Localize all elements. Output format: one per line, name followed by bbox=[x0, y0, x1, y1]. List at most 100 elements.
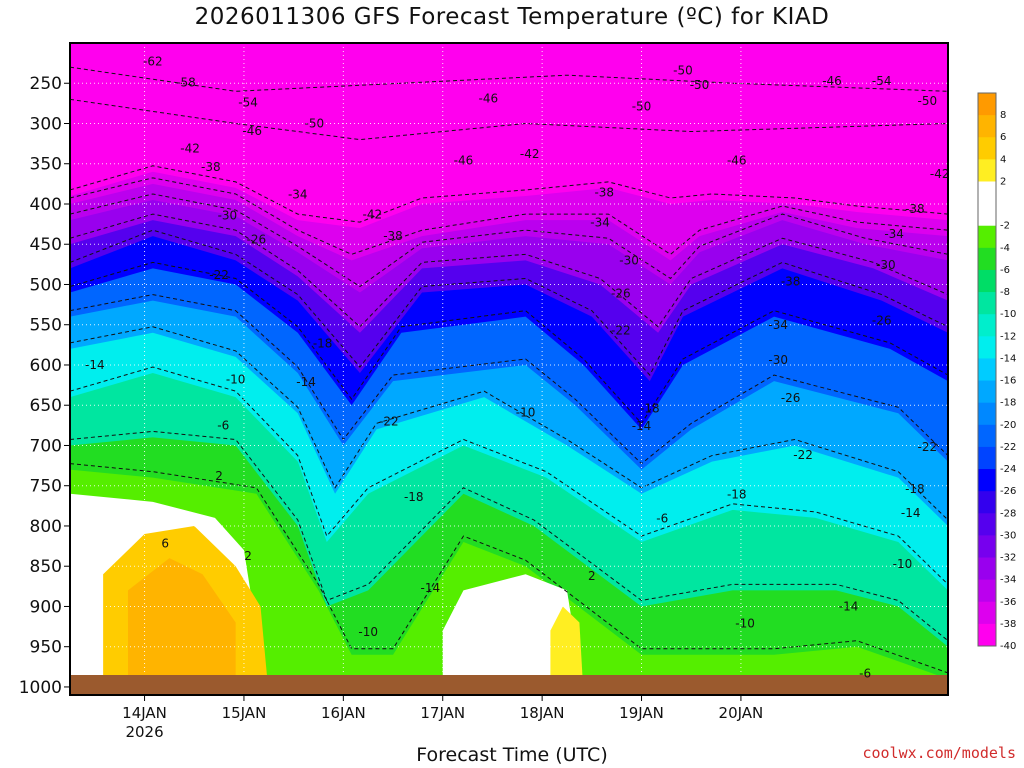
contour-label: 6 bbox=[161, 537, 169, 551]
isotherm-line-5 bbox=[70, 261, 948, 425]
contour-label: -18 bbox=[404, 490, 424, 504]
contour-label: -14 bbox=[296, 375, 316, 389]
colorbar-label: -10 bbox=[1000, 309, 1016, 320]
colorbar-label: -18 bbox=[1000, 398, 1016, 409]
colorbar-label: -12 bbox=[1000, 331, 1016, 342]
colorbar-swatch bbox=[978, 336, 996, 359]
colorbar-swatch bbox=[978, 446, 996, 470]
contour-label: -38 bbox=[201, 160, 221, 174]
y-tick-label: 700 bbox=[30, 436, 62, 456]
colorbar-swatch bbox=[978, 115, 996, 138]
plot-frame bbox=[69, 42, 949, 696]
contour-label: -50 bbox=[632, 100, 652, 114]
isotherm-line-1 bbox=[70, 177, 948, 255]
colorbar-label: 6 bbox=[1000, 132, 1006, 143]
contour-label: -22 bbox=[917, 440, 937, 454]
colorbar-label: -22 bbox=[1000, 442, 1016, 453]
dotted-gridlines bbox=[70, 43, 948, 695]
contour-label: -14 bbox=[632, 419, 652, 433]
y-axis: 250 300 350 400 450 500 550 600 650 700 750 800 850 9… bbox=[19, 74, 70, 698]
contour-label: -22 bbox=[793, 448, 813, 462]
colorbar-swatch bbox=[978, 380, 996, 404]
colorbar-swatch bbox=[978, 93, 996, 116]
upper-isotherm-0 bbox=[70, 98, 948, 141]
y-tick-label: 250 bbox=[30, 74, 62, 94]
contour-label: -50 bbox=[917, 94, 937, 108]
contour-label: -30 bbox=[876, 258, 896, 272]
y-tick-label: 600 bbox=[30, 356, 62, 376]
contour-label: -46 bbox=[727, 154, 747, 168]
contour-label: -6 bbox=[859, 666, 871, 680]
y-tick-label: 900 bbox=[30, 597, 62, 617]
contour-label: -22 bbox=[209, 268, 229, 282]
contour-label: -42 bbox=[520, 147, 540, 161]
y-tick-label: 750 bbox=[30, 477, 62, 497]
contour-label: -30 bbox=[768, 353, 788, 367]
x-tick-label: 19JAN bbox=[619, 704, 664, 722]
colorbar-swatch bbox=[978, 513, 996, 536]
colorbar-swatch bbox=[978, 579, 996, 603]
contour-label: -10 bbox=[735, 616, 755, 630]
contour-label: -10 bbox=[893, 557, 913, 571]
y-tick-label: 1000 bbox=[19, 678, 62, 698]
ground-terrain bbox=[70, 675, 948, 695]
colorbar-swatch bbox=[978, 469, 996, 492]
contour-label: -34 bbox=[768, 318, 788, 332]
above-zero-layer-middle bbox=[442, 574, 584, 695]
colorbar-swatch bbox=[978, 137, 996, 160]
contour-label: -6 bbox=[656, 512, 668, 526]
colorbar-label: 2 bbox=[1000, 176, 1006, 187]
temperature-bands bbox=[70, 171, 948, 695]
colorbar-label: -38 bbox=[1000, 619, 1016, 630]
contour-label: -46 bbox=[822, 74, 842, 88]
colorbar-swatch bbox=[978, 292, 996, 315]
colorbar-swatch bbox=[978, 491, 996, 514]
contour-label: -6 bbox=[217, 418, 229, 432]
colorbar-swatch bbox=[978, 314, 996, 337]
y-tick-label: 300 bbox=[30, 114, 62, 134]
contour-label: -54 bbox=[238, 96, 258, 110]
colorbar-label: -20 bbox=[1000, 420, 1016, 431]
colorbar-swatch bbox=[978, 535, 996, 559]
contour-label: -30 bbox=[218, 208, 238, 222]
colorbar-label: -16 bbox=[1000, 376, 1016, 387]
y-tick-label: 950 bbox=[30, 638, 62, 658]
contour-label: -14 bbox=[901, 506, 921, 520]
upper-isotherm-1 bbox=[70, 66, 948, 92]
colorbar-label: -34 bbox=[1000, 575, 1016, 586]
contour-label: -46 bbox=[454, 154, 474, 168]
contour-label: -18 bbox=[905, 482, 925, 496]
colorbar-label: -6 bbox=[1000, 265, 1010, 276]
y-tick-label: 450 bbox=[30, 235, 62, 255]
contour-label: -10 bbox=[226, 372, 246, 386]
warm-pocket-middle bbox=[550, 606, 584, 695]
contour-label: -38 bbox=[383, 229, 403, 243]
contour-label: -34 bbox=[884, 227, 904, 241]
colorbar-swatch bbox=[978, 181, 996, 205]
y-tick-label: 500 bbox=[30, 275, 62, 295]
colorbar-label: -28 bbox=[1000, 508, 1016, 519]
y-tick-label: 350 bbox=[30, 155, 62, 175]
x-tick-label: 16JAN bbox=[321, 704, 366, 722]
contour-label: -34 bbox=[590, 216, 610, 230]
colorbar-frame bbox=[977, 92, 997, 647]
isotherm-line-3 bbox=[70, 213, 948, 328]
colorbar-swatch bbox=[978, 225, 996, 249]
contour-label: -62 bbox=[143, 55, 163, 69]
colorbar-label: -36 bbox=[1000, 597, 1016, 608]
chart-title: 2026011306 GFS Forecast Temperature (ºC)… bbox=[194, 4, 830, 30]
contour-label: -30 bbox=[619, 253, 639, 267]
x-tick-label: 20JAN bbox=[719, 704, 764, 722]
source-credit[interactable]: coolwx.com/models bbox=[862, 744, 1016, 762]
colorbar-label: -32 bbox=[1000, 553, 1016, 564]
x-tick-year-label: 2026 bbox=[125, 723, 163, 740]
contour-label: -10 bbox=[358, 625, 378, 639]
x-tick-label: 18JAN bbox=[520, 704, 565, 722]
contour-label: -50 bbox=[690, 78, 710, 92]
colorbar-swatch bbox=[978, 601, 996, 625]
contour-label: 2 bbox=[588, 569, 596, 583]
colorbar-swatch bbox=[978, 623, 996, 647]
isotherm-line-7 bbox=[70, 326, 948, 521]
isotherm-lines bbox=[70, 66, 948, 674]
